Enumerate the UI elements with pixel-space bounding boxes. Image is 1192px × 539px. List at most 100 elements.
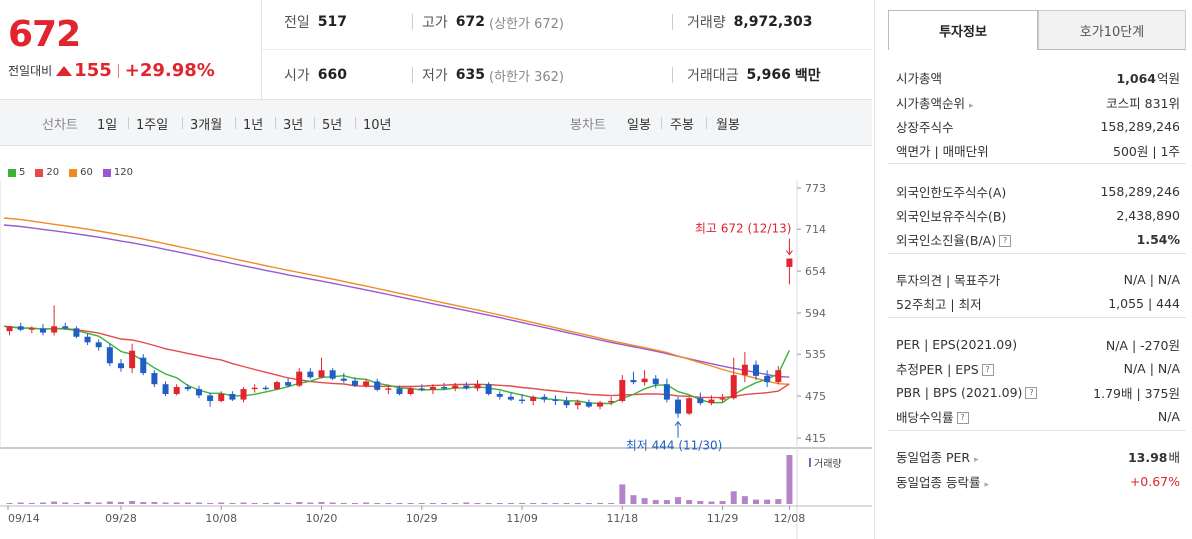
volume-bar	[273, 502, 280, 504]
period-1d[interactable]: 1일	[97, 118, 118, 133]
candle-chart-label: 봉차트	[570, 118, 606, 133]
candle-body	[73, 328, 80, 337]
info-key: 배당수익률?	[896, 407, 969, 426]
info-value: 1,055 | 444	[1108, 295, 1180, 311]
divider	[117, 63, 119, 78]
info-key: 52주최고 | 최저	[896, 296, 982, 312]
candle-body	[207, 395, 214, 401]
up-arrow-icon	[56, 65, 73, 76]
info-row: 상장주식수 158,289,246	[896, 116, 1180, 136]
candle-body	[173, 387, 180, 395]
period-3m[interactable]: 3개월	[190, 118, 223, 133]
candle-body	[652, 378, 659, 385]
candle-body	[474, 384, 481, 389]
volume-bar	[62, 502, 69, 504]
volume-bar	[764, 499, 771, 504]
chevron-right-icon[interactable]: ▸	[974, 454, 979, 465]
volume-bar	[396, 503, 403, 505]
candle-body	[530, 396, 537, 401]
change-amount: 155	[74, 60, 112, 81]
volume-bar	[574, 503, 581, 505]
volume-bar	[418, 503, 425, 505]
info-row: 외국인소진율(B/A)? 1.54%	[896, 229, 1180, 249]
help-icon[interactable]: ?	[981, 364, 994, 376]
candle-body	[463, 385, 470, 389]
divider	[888, 317, 1186, 318]
y-tick-label: 415	[805, 432, 826, 445]
period-1w[interactable]: 1주일	[136, 118, 169, 133]
candle-body	[563, 400, 570, 406]
info-row: 액면가 | 매매단위 500원 | 1주	[896, 140, 1180, 160]
candle-body	[385, 388, 392, 390]
candle-body	[585, 402, 592, 407]
candle-body	[51, 326, 58, 333]
volume-bar	[429, 503, 436, 505]
volume-bar	[162, 502, 169, 504]
period-daily[interactable]: 일봉	[627, 118, 651, 133]
period-1y[interactable]: 1년	[243, 118, 264, 133]
tab-order-book[interactable]: 호가10단계	[1038, 10, 1186, 50]
info-value: 1,064억원	[1116, 70, 1180, 86]
candle-body	[719, 398, 726, 400]
candle-body	[452, 385, 459, 389]
info-value: 1.79배 | 375원	[1093, 385, 1180, 401]
volume-bar	[140, 502, 147, 504]
price-chart[interactable]: 773 714 654 594 535 475 415 최고 672 (12/13) 최저 44…	[0, 150, 872, 539]
volume-bar	[485, 503, 492, 505]
volume-bar	[441, 503, 448, 505]
info-row: 배당수익률? N/A	[896, 406, 1180, 426]
candle-body	[496, 394, 503, 397]
candle-body	[296, 371, 303, 386]
volume-bar	[340, 503, 347, 505]
low-annotation: 최저 444 (11/30)	[626, 439, 723, 453]
low-arrowhead-icon	[674, 420, 682, 427]
chevron-right-icon[interactable]: ▸	[984, 479, 990, 490]
volume-bar	[597, 503, 604, 505]
info-value: +0.67%	[1129, 473, 1180, 489]
period-monthly[interactable]: 월봉	[716, 118, 740, 133]
info-key: 액면가 | 매매단위	[896, 143, 989, 159]
volume-bar	[496, 503, 503, 505]
candle-body	[84, 336, 91, 343]
candle-body	[151, 373, 158, 385]
volume-bar	[195, 502, 202, 504]
x-tick-label: 12/08	[774, 512, 806, 525]
volume-bar	[697, 501, 704, 504]
period-5y[interactable]: 5년	[322, 118, 343, 133]
period-3y[interactable]: 3년	[283, 118, 304, 133]
period-weekly[interactable]: 주봉	[670, 118, 694, 133]
volume-bar	[507, 503, 514, 505]
candle-body	[262, 387, 269, 390]
tab-investment-info[interactable]: 투자정보	[888, 10, 1038, 50]
help-icon[interactable]: ?	[956, 412, 969, 424]
info-row: 시가총액순위 ▸ 코스피 831위	[896, 92, 1180, 112]
candle-body	[329, 370, 336, 379]
help-icon[interactable]: ?	[999, 235, 1012, 247]
volume-bar	[474, 503, 481, 505]
volume-bar	[51, 501, 58, 504]
chevron-right-icon[interactable]: ▸	[969, 100, 974, 111]
info-value: 158,289,246	[1100, 118, 1180, 134]
legend-ma60: 60	[69, 167, 93, 178]
y-tick-label: 714	[805, 223, 826, 236]
volume-bar	[229, 503, 236, 505]
volume-bar	[675, 497, 682, 504]
ma-legend: 5 20 60 120	[8, 167, 133, 178]
candle-body	[663, 384, 670, 400]
candle-body	[697, 398, 704, 404]
volume-bar	[173, 502, 180, 504]
candle-body	[574, 402, 581, 406]
legend-ma5: 5	[8, 167, 25, 178]
investment-info-panel: 투자정보 호가10단계 시가총액 1,064억원 시가총액순위 ▸ 코스피 831위 상장…	[876, 0, 1192, 539]
period-10y[interactable]: 10년	[363, 118, 392, 133]
volume-bar	[285, 503, 292, 505]
info-value: 500원 | 1주	[1113, 143, 1180, 159]
volume-bar	[452, 503, 459, 505]
candle-body	[407, 388, 414, 395]
volume-bar	[95, 502, 102, 504]
volume-bar	[251, 503, 258, 505]
help-icon[interactable]: ?	[1025, 387, 1038, 399]
y-tick-label: 594	[805, 307, 826, 320]
volume-bar	[786, 455, 793, 504]
volume-bar	[262, 503, 269, 505]
